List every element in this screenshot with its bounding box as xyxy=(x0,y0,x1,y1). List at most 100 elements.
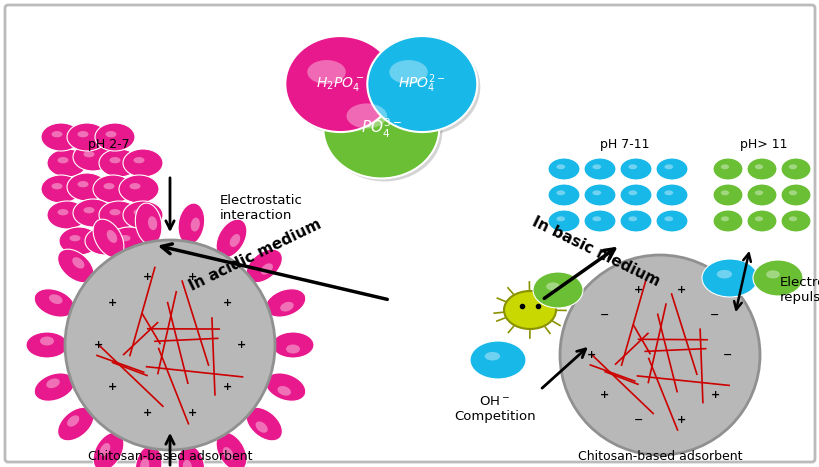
Text: −: − xyxy=(634,415,643,425)
Text: Electrostatic
repulsion: Electrostatic repulsion xyxy=(779,276,819,304)
Ellipse shape xyxy=(655,158,687,180)
Text: +: + xyxy=(188,272,197,282)
Text: +: + xyxy=(143,272,152,282)
Ellipse shape xyxy=(280,302,293,311)
Ellipse shape xyxy=(288,39,398,135)
Text: OH$^-$
Competition: OH$^-$ Competition xyxy=(454,395,535,423)
Ellipse shape xyxy=(754,216,762,221)
Ellipse shape xyxy=(246,407,282,441)
Ellipse shape xyxy=(57,407,94,441)
Text: +: + xyxy=(676,415,685,425)
Ellipse shape xyxy=(47,201,87,229)
Text: −: − xyxy=(600,310,609,320)
Ellipse shape xyxy=(103,183,115,189)
Ellipse shape xyxy=(67,173,106,201)
Circle shape xyxy=(65,240,274,450)
Ellipse shape xyxy=(109,227,149,255)
Ellipse shape xyxy=(780,158,810,180)
Ellipse shape xyxy=(41,123,81,151)
Text: Electrostatic
interaction: Electrostatic interaction xyxy=(219,194,302,222)
Text: +: + xyxy=(709,390,719,400)
Ellipse shape xyxy=(57,249,94,283)
Ellipse shape xyxy=(183,460,192,467)
Ellipse shape xyxy=(655,210,687,232)
Ellipse shape xyxy=(191,218,200,232)
Ellipse shape xyxy=(78,131,88,137)
Ellipse shape xyxy=(765,270,779,278)
Ellipse shape xyxy=(99,201,139,229)
Ellipse shape xyxy=(627,164,636,169)
Text: +: + xyxy=(94,340,103,350)
Ellipse shape xyxy=(147,216,157,230)
Ellipse shape xyxy=(67,123,106,151)
Ellipse shape xyxy=(367,36,477,132)
Text: pH 7-11: pH 7-11 xyxy=(600,138,649,151)
Ellipse shape xyxy=(123,149,163,177)
Text: +: + xyxy=(586,350,596,360)
Ellipse shape xyxy=(484,352,500,361)
Ellipse shape xyxy=(619,210,651,232)
Ellipse shape xyxy=(46,378,60,388)
Text: $HPO_4^{2-}$: $HPO_4^{2-}$ xyxy=(398,73,446,95)
Ellipse shape xyxy=(265,373,305,401)
Text: +: + xyxy=(676,285,685,295)
Ellipse shape xyxy=(746,184,776,206)
Ellipse shape xyxy=(178,203,205,245)
Text: +: + xyxy=(223,298,232,308)
Ellipse shape xyxy=(93,175,133,203)
Ellipse shape xyxy=(663,164,672,169)
Ellipse shape xyxy=(370,39,480,135)
Ellipse shape xyxy=(591,164,600,169)
Text: +: + xyxy=(107,298,117,308)
Ellipse shape xyxy=(754,164,762,169)
Ellipse shape xyxy=(110,209,120,215)
Ellipse shape xyxy=(591,216,600,221)
Ellipse shape xyxy=(229,234,240,247)
Ellipse shape xyxy=(583,158,615,180)
Ellipse shape xyxy=(752,260,802,296)
Text: In acidic medium: In acidic medium xyxy=(186,216,324,294)
Ellipse shape xyxy=(52,131,62,137)
Ellipse shape xyxy=(547,158,579,180)
Circle shape xyxy=(559,255,759,455)
Ellipse shape xyxy=(73,143,113,171)
Ellipse shape xyxy=(285,36,395,132)
Ellipse shape xyxy=(135,203,162,245)
Ellipse shape xyxy=(754,191,762,195)
Ellipse shape xyxy=(110,157,120,163)
Ellipse shape xyxy=(135,446,162,467)
Text: Chitosan-based adsorbent: Chitosan-based adsorbent xyxy=(88,450,252,463)
Ellipse shape xyxy=(133,157,144,163)
Ellipse shape xyxy=(178,446,205,467)
Ellipse shape xyxy=(216,432,247,467)
Ellipse shape xyxy=(47,149,87,177)
Ellipse shape xyxy=(106,131,116,137)
Ellipse shape xyxy=(277,386,291,396)
Ellipse shape xyxy=(40,337,54,346)
Ellipse shape xyxy=(713,158,742,180)
Ellipse shape xyxy=(746,210,776,232)
Ellipse shape xyxy=(119,175,159,203)
Text: +: + xyxy=(107,382,117,392)
Text: +: + xyxy=(600,390,609,400)
Ellipse shape xyxy=(49,294,62,304)
Ellipse shape xyxy=(57,209,69,215)
Text: $PO_4^{3-}$: $PO_4^{3-}$ xyxy=(360,117,401,140)
Text: In basic medium: In basic medium xyxy=(529,214,662,290)
Ellipse shape xyxy=(260,263,273,275)
Ellipse shape xyxy=(713,184,742,206)
Text: −: − xyxy=(722,350,732,360)
Ellipse shape xyxy=(95,123,135,151)
Ellipse shape xyxy=(547,210,579,232)
Ellipse shape xyxy=(120,235,130,241)
Ellipse shape xyxy=(84,207,94,213)
Ellipse shape xyxy=(72,257,84,269)
Ellipse shape xyxy=(223,447,233,460)
Text: pH> 11: pH> 11 xyxy=(739,138,786,151)
Ellipse shape xyxy=(746,158,776,180)
Ellipse shape xyxy=(216,219,247,258)
Ellipse shape xyxy=(84,151,94,157)
Ellipse shape xyxy=(583,184,615,206)
Ellipse shape xyxy=(140,459,149,467)
Ellipse shape xyxy=(346,103,387,128)
